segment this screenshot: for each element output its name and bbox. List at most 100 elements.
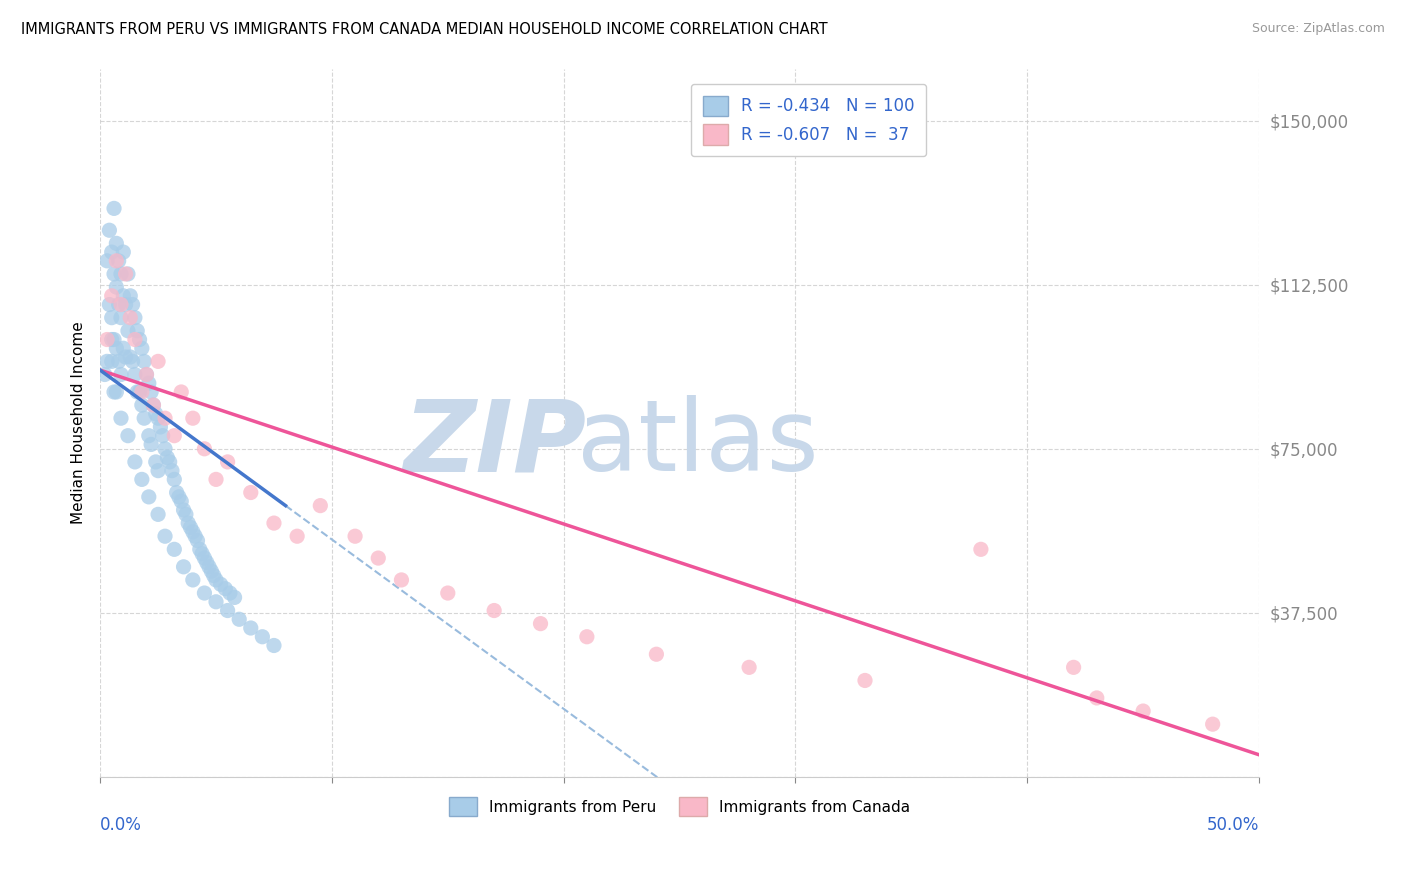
Point — [117, 324, 139, 338]
Point — [482, 603, 505, 617]
Text: 0.0%: 0.0% — [100, 815, 142, 833]
Point — [110, 267, 132, 281]
Point — [645, 647, 668, 661]
Point — [117, 428, 139, 442]
Point — [100, 245, 122, 260]
Point — [138, 376, 160, 391]
Point — [217, 603, 239, 617]
Point — [170, 494, 193, 508]
Point — [252, 630, 274, 644]
Point — [117, 267, 139, 281]
Point — [209, 577, 232, 591]
Point — [145, 455, 167, 469]
Text: IMMIGRANTS FROM PERU VS IMMIGRANTS FROM CANADA MEDIAN HOUSEHOLD INCOME CORRELATI: IMMIGRANTS FROM PERU VS IMMIGRANTS FROM … — [21, 22, 828, 37]
Point — [214, 582, 236, 596]
Point — [224, 591, 246, 605]
Point — [205, 595, 228, 609]
Point — [195, 556, 218, 570]
Point — [146, 411, 169, 425]
Point — [139, 437, 162, 451]
Y-axis label: Median Household Income: Median Household Income — [72, 321, 86, 524]
Point — [120, 350, 142, 364]
Point — [153, 411, 176, 425]
Point — [112, 341, 135, 355]
Point — [121, 297, 143, 311]
Point — [100, 289, 122, 303]
Point — [110, 297, 132, 311]
Point — [575, 630, 598, 644]
Point — [131, 341, 153, 355]
Point — [188, 542, 211, 557]
Point — [112, 245, 135, 260]
Point — [200, 564, 222, 578]
Point — [149, 420, 172, 434]
Point — [1085, 690, 1108, 705]
Point — [186, 533, 208, 548]
Point — [177, 516, 200, 530]
Point — [127, 324, 149, 338]
Point — [131, 384, 153, 399]
Point — [205, 573, 228, 587]
Point — [103, 384, 125, 399]
Point — [193, 442, 215, 456]
Text: Source: ZipAtlas.com: Source: ZipAtlas.com — [1251, 22, 1385, 36]
Point — [217, 455, 239, 469]
Point — [738, 660, 761, 674]
Point — [124, 310, 146, 325]
Point — [128, 333, 150, 347]
Point — [263, 516, 285, 530]
Point — [153, 442, 176, 456]
Point — [166, 485, 188, 500]
Point — [146, 464, 169, 478]
Point — [191, 547, 214, 561]
Point — [96, 253, 118, 268]
Point — [193, 551, 215, 566]
Point — [100, 310, 122, 325]
Point — [436, 586, 458, 600]
Point — [344, 529, 367, 543]
Point — [100, 333, 122, 347]
Point — [367, 551, 389, 566]
Point — [184, 529, 207, 543]
Point — [163, 472, 186, 486]
Point — [114, 267, 136, 281]
Point — [263, 639, 285, 653]
Point — [134, 411, 156, 425]
Text: 50.0%: 50.0% — [1206, 815, 1258, 833]
Point — [193, 586, 215, 600]
Point — [124, 368, 146, 382]
Point — [219, 586, 242, 600]
Point — [110, 368, 132, 382]
Point — [152, 428, 174, 442]
Point — [173, 559, 195, 574]
Point — [103, 267, 125, 281]
Point — [121, 354, 143, 368]
Point — [105, 236, 128, 251]
Point — [180, 520, 202, 534]
Point — [239, 485, 262, 500]
Point — [105, 341, 128, 355]
Point — [103, 202, 125, 216]
Point — [128, 384, 150, 399]
Point — [174, 508, 197, 522]
Point — [135, 368, 157, 382]
Point — [1132, 704, 1154, 718]
Point — [107, 253, 129, 268]
Point — [228, 612, 250, 626]
Point — [145, 407, 167, 421]
Point — [131, 472, 153, 486]
Point — [159, 455, 181, 469]
Point — [202, 568, 225, 582]
Point — [1063, 660, 1085, 674]
Point — [134, 354, 156, 368]
Point — [163, 428, 186, 442]
Point — [181, 524, 204, 539]
Point — [167, 490, 190, 504]
Point — [124, 455, 146, 469]
Point — [114, 297, 136, 311]
Point — [139, 384, 162, 399]
Point — [120, 289, 142, 303]
Point — [138, 490, 160, 504]
Point — [105, 253, 128, 268]
Point — [309, 499, 332, 513]
